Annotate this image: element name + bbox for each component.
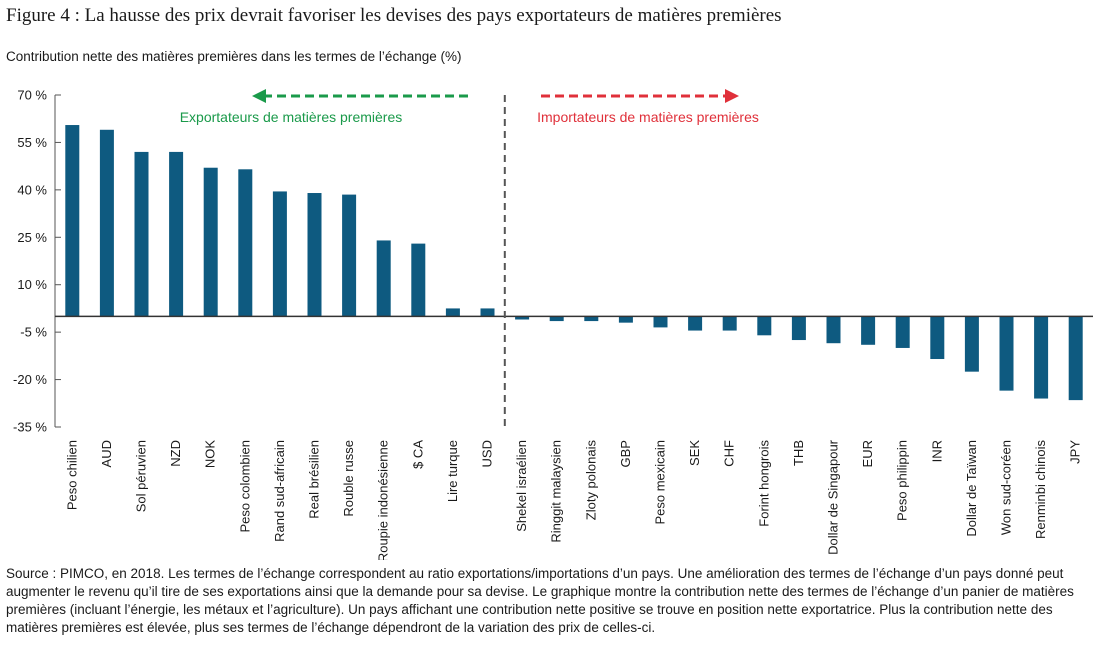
- x-tick-label: NZD: [168, 440, 183, 467]
- bar: [964, 316, 979, 372]
- bar: [584, 316, 599, 322]
- bar: [688, 316, 703, 331]
- x-tick-label: Rand sud-africain: [272, 440, 287, 542]
- bar: [861, 316, 876, 345]
- annotations: Exportateurs de matières premières Import…: [180, 89, 759, 427]
- y-axis-ticks: 70 % 55 % 40 % 25 % 10 % -5 % -20 % -35 %: [13, 88, 61, 435]
- x-tick-label: EUR: [860, 440, 875, 467]
- x-tick-label: Rouble russe: [341, 440, 356, 517]
- x-tick-label: NOK: [203, 440, 218, 469]
- y-tick-label: 25 %: [17, 230, 47, 245]
- bar: [134, 151, 149, 317]
- x-axis-labels: Peso chilien AUD Sol péruvien NZD NOK Peso co…: [64, 439, 1082, 560]
- x-tick-label: Peso mexicain: [653, 440, 668, 525]
- importers-arrow-head: [725, 89, 739, 103]
- x-tick-label: Peso chilien: [64, 440, 79, 510]
- y-tick-label: 40 %: [17, 182, 47, 197]
- x-tick-label: Won sud-coréen: [999, 440, 1014, 535]
- y-axis-caption: Contribution nette des matières première…: [6, 49, 462, 64]
- bar: [930, 316, 945, 360]
- bar: [99, 129, 114, 317]
- x-tick-label: Zloty polonais: [583, 440, 598, 521]
- exporters-label: Exportateurs de matières premières: [180, 109, 403, 125]
- y-tick-label: 55 %: [17, 135, 47, 150]
- x-tick-label: GBP: [618, 440, 633, 467]
- x-tick-label: Forint hongrois: [756, 440, 771, 527]
- x-tick-label: USD: [480, 440, 495, 467]
- bar: [1068, 316, 1083, 401]
- bar: [203, 167, 218, 317]
- x-tick-label: Peso colombien: [237, 440, 252, 533]
- bar: [618, 316, 633, 323]
- bar: [895, 316, 910, 348]
- bar: [169, 151, 184, 317]
- bar: [480, 308, 495, 317]
- x-tick-label: Sol péruvien: [134, 440, 149, 512]
- bar: [1034, 316, 1049, 399]
- x-tick-label: Lire turque: [445, 440, 460, 502]
- x-tick-label: AUD: [99, 440, 114, 467]
- x-tick-label: Dollar de Singapour: [826, 439, 841, 555]
- bar: [65, 125, 80, 317]
- x-tick-label: SEK: [687, 440, 702, 466]
- x-tick-label: Real brésilien: [307, 440, 322, 519]
- x-tick-label: INR: [929, 440, 944, 462]
- figure-title: Figure 4 : La hausse des prix devrait fa…: [6, 5, 782, 26]
- bar: [826, 316, 841, 344]
- bar: [999, 316, 1014, 391]
- x-tick-label: Renminbi chinois: [1033, 440, 1048, 539]
- bar: [307, 193, 322, 317]
- bar-chart: 70 % 55 % 40 % 25 % 10 % -5 % -20 % -35 % Peso …: [13, 88, 1093, 560]
- y-tick-label: -20 %: [13, 372, 47, 387]
- bar: [238, 169, 253, 317]
- bar: [791, 316, 806, 341]
- x-tick-label: Shekel israélien: [514, 440, 529, 532]
- exporters-arrow-head: [252, 89, 266, 103]
- y-tick-label: -35 %: [13, 420, 47, 435]
- bar: [445, 308, 460, 317]
- x-tick-label: $ CA: [410, 440, 425, 469]
- x-tick-label: Ringgit malaysien: [549, 440, 564, 543]
- bar: [342, 194, 357, 317]
- bar: [376, 240, 391, 317]
- importers-label: Importateurs de matières premières: [537, 109, 759, 125]
- x-tick-label: Roupie indonésienne: [376, 440, 391, 560]
- y-tick-label: 70 %: [17, 88, 47, 103]
- bars: [55, 125, 1093, 401]
- bar: [722, 316, 737, 331]
- x-tick-label: Peso philippin: [895, 440, 910, 521]
- y-tick-label: 10 %: [17, 277, 47, 292]
- bar: [653, 316, 668, 328]
- bar: [272, 191, 287, 317]
- x-tick-label: THB: [791, 440, 806, 466]
- bar: [515, 316, 530, 320]
- source-note: Source : PIMCO, en 2018. Les termes de l…: [6, 566, 1074, 635]
- x-tick-label: JPY: [1068, 440, 1083, 464]
- bar: [411, 243, 426, 317]
- bar: [757, 316, 772, 336]
- bar: [549, 316, 564, 322]
- y-tick-label: -5 %: [20, 325, 47, 340]
- x-tick-label: CHF: [722, 440, 737, 467]
- x-tick-label: Dollar de Taïwan: [964, 440, 979, 537]
